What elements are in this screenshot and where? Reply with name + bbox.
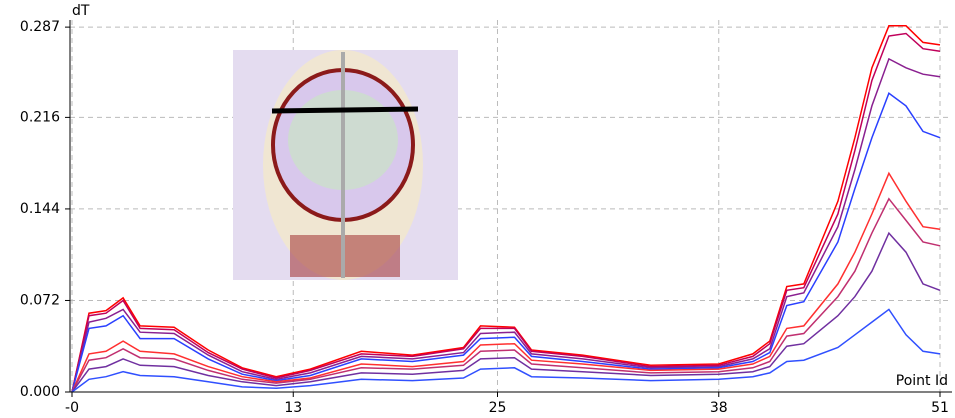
inset-image [233, 50, 458, 280]
y-tick-label: 0.144 [20, 201, 60, 217]
y-tick-label: 0.072 [20, 292, 60, 308]
series-line [71, 308, 941, 393]
x-tick-label: -0 [65, 400, 79, 416]
x-axis-label: Point Id [896, 373, 948, 389]
x-tick-label: 51 [931, 400, 949, 416]
y-axis-label: dT [72, 3, 90, 19]
x-tick-label: 38 [710, 400, 728, 416]
inset-probe [271, 106, 419, 114]
x-tick-label: 25 [489, 400, 507, 416]
series-line [71, 197, 941, 393]
y-tick-label: 0.000 [20, 384, 60, 400]
lines [71, 25, 941, 393]
series-line [71, 171, 941, 393]
series-line [71, 57, 941, 393]
series-line [71, 92, 941, 393]
x-tick-label: 13 [284, 400, 302, 416]
y-tick-label: 0.287 [20, 19, 60, 35]
y-tick-label: 0.216 [20, 109, 60, 125]
series-line [71, 32, 941, 393]
series-line [71, 231, 941, 393]
